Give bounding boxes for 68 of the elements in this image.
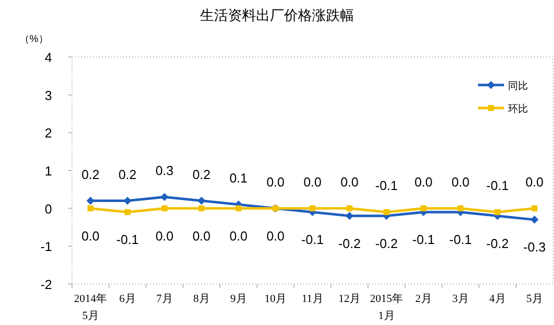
x-tick-label: 4月 <box>489 293 506 305</box>
y-tick-label: 3 <box>44 88 52 103</box>
point <box>494 209 500 216</box>
point <box>162 205 168 212</box>
point <box>346 205 352 212</box>
data-label: 0.0 <box>266 174 285 190</box>
data-label: -0.1 <box>116 232 139 248</box>
y-axis-title: （%） <box>20 34 48 45</box>
x-tick-label: 9月 <box>230 293 247 305</box>
point <box>530 216 538 224</box>
data-label: 0.2 <box>118 166 137 182</box>
x-tick-label: 3月 <box>452 293 469 305</box>
point <box>384 209 390 216</box>
data-label: 0.0 <box>192 228 211 244</box>
data-label: -0.1 <box>375 178 398 194</box>
point <box>124 196 132 205</box>
point <box>124 209 130 216</box>
point <box>88 205 94 212</box>
data-label: 0.0 <box>340 174 359 190</box>
data-label: -0.2 <box>338 236 361 251</box>
data-label: -0.2 <box>375 236 398 251</box>
data-label: 0.0 <box>414 174 433 190</box>
data-label: 0.0 <box>525 174 544 190</box>
x-tick-label: 12月 <box>338 293 360 305</box>
x-tick-label: 2月 <box>415 293 432 305</box>
chart-title: 生活资料出厂价格涨跌幅 <box>200 7 354 23</box>
x-tick-label: 10月 <box>264 293 286 305</box>
data-label: 0.0 <box>81 228 100 244</box>
y-tick-label: 4 <box>44 50 52 65</box>
point <box>346 212 354 220</box>
y-tick-label: 1 <box>44 164 52 178</box>
data-label: -0.1 <box>412 232 435 248</box>
point <box>198 205 204 212</box>
data-label: 0.3 <box>155 162 174 178</box>
data-label: 0.0 <box>451 174 470 190</box>
y-tick-label: 0 <box>44 201 52 216</box>
point <box>310 205 316 212</box>
x-tick-label: 11月 <box>302 293 324 305</box>
point <box>198 196 206 205</box>
point <box>458 205 464 212</box>
data-label: 0.0 <box>303 174 322 190</box>
y-tick-label: -1 <box>40 239 52 254</box>
legend-label: 环比 <box>508 103 528 115</box>
data-label: 0.2 <box>192 166 211 182</box>
data-label: -0.3 <box>523 240 546 255</box>
x-tick-label: 2015年 1月 <box>370 293 403 322</box>
data-label: 0.1 <box>229 170 248 186</box>
point <box>236 205 242 212</box>
data-label: -0.1 <box>449 232 472 248</box>
x-tick-label: 6月 <box>119 293 136 305</box>
x-tick-label: 8月 <box>193 293 210 305</box>
data-label: 0.0 <box>266 228 285 244</box>
point <box>420 205 426 212</box>
x-tick-label: 7月 <box>156 293 173 305</box>
point <box>160 192 168 201</box>
y-tick-label: -2 <box>40 277 52 292</box>
x-tick-label: 5月 <box>526 293 543 305</box>
point <box>86 196 94 205</box>
data-label: -0.1 <box>301 232 324 248</box>
data-label: 0.2 <box>81 166 100 182</box>
data-label: 0.0 <box>229 228 248 244</box>
x-tick-label: 2014年 5月 <box>74 293 107 322</box>
y-tick-label: 2 <box>44 126 52 141</box>
legend-label: 同比 <box>508 80 528 92</box>
point <box>532 205 538 212</box>
data-label: -0.1 <box>486 178 509 194</box>
data-label: 0.0 <box>155 228 174 244</box>
data-label: -0.2 <box>486 236 509 251</box>
